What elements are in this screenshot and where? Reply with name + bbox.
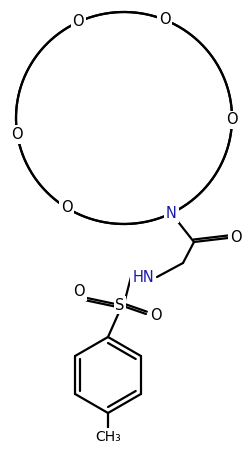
- Text: O: O: [11, 127, 23, 142]
- Text: O: O: [73, 14, 84, 30]
- Text: O: O: [61, 201, 73, 215]
- Text: O: O: [159, 12, 170, 27]
- Text: O: O: [230, 230, 242, 246]
- Text: O: O: [150, 308, 162, 324]
- Text: HN: HN: [132, 270, 154, 284]
- Text: O: O: [73, 284, 85, 300]
- Text: S: S: [115, 297, 125, 313]
- Text: CH₃: CH₃: [95, 430, 121, 444]
- Text: O: O: [226, 112, 238, 127]
- Text: N: N: [166, 206, 177, 221]
